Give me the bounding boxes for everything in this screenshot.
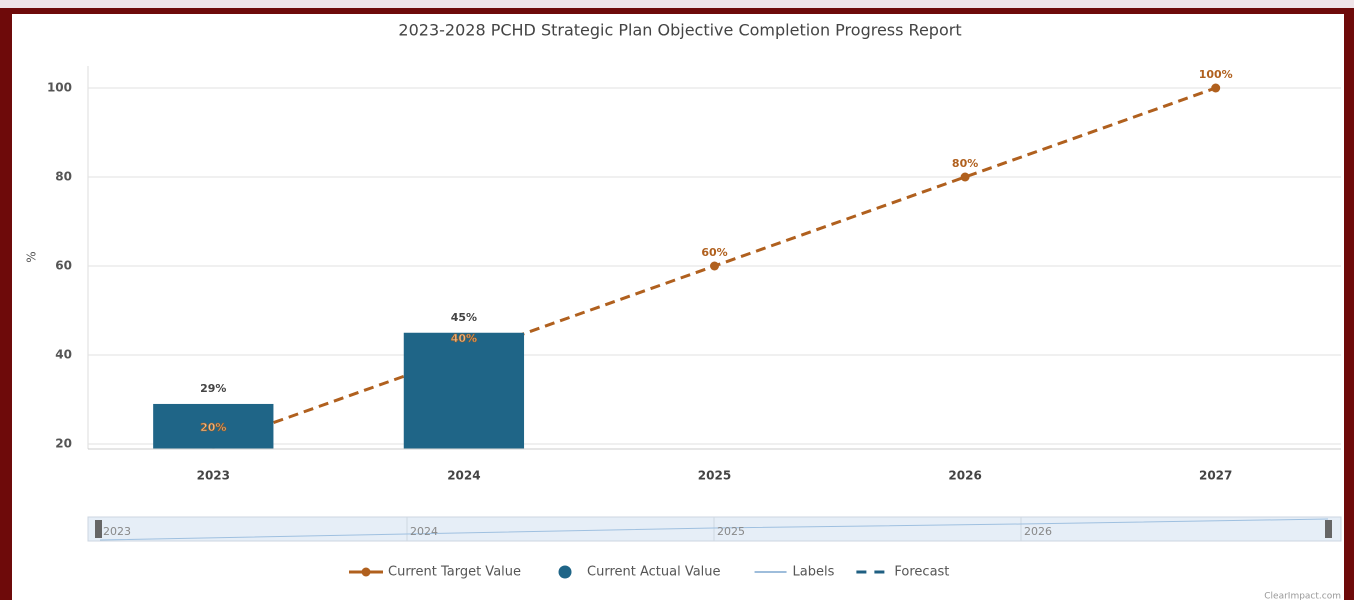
x-tick-label: 2026	[948, 469, 981, 483]
navigator-handle[interactable]	[1325, 520, 1332, 538]
navigator-label: 2026	[1024, 525, 1052, 538]
x-tick-label: 2024	[447, 469, 480, 483]
legend-label[interactable]: Current Actual Value	[587, 565, 721, 580]
y-axis-label: %	[25, 251, 39, 262]
legend-label[interactable]: Labels	[793, 565, 835, 580]
target-point	[1211, 83, 1221, 93]
navigator-label: 2025	[717, 525, 745, 538]
y-tick-label: 20	[55, 437, 72, 451]
bar-value-label: 45%	[451, 311, 477, 324]
legend-label[interactable]: Forecast	[894, 565, 949, 580]
navigator-label: 2023	[103, 525, 131, 538]
y-tick-label: 80	[55, 170, 72, 184]
x-tick-label: 2027	[1199, 469, 1232, 483]
target-point	[960, 172, 970, 182]
chart-title: 2023-2028 PCHD Strategic Plan Objective …	[398, 21, 961, 40]
y-tick-label: 40	[55, 348, 72, 362]
bar	[403, 332, 525, 449]
navigator-handle[interactable]	[95, 520, 102, 538]
top-strip	[0, 0, 1354, 8]
navigator-label: 2024	[410, 525, 438, 538]
y-tick-label: 60	[55, 259, 72, 273]
target-value-label: 100%	[1199, 68, 1233, 81]
legend-label[interactable]: Current Target Value	[388, 565, 521, 580]
x-tick-label: 2025	[698, 469, 731, 483]
bar-value-label: 29%	[200, 382, 226, 395]
target-value-label: 80%	[952, 157, 978, 170]
panel	[12, 14, 1344, 600]
y-tick-label: 100	[47, 81, 72, 95]
target-value-label: 20%	[200, 421, 226, 434]
target-point	[710, 261, 719, 271]
x-tick-label: 2023	[197, 469, 230, 483]
target-value-label: 40%	[451, 332, 477, 345]
bar	[153, 403, 274, 449]
navigator-series	[99, 518, 1329, 541]
legend-swatch	[558, 565, 572, 579]
target-value-label: 60%	[701, 246, 727, 259]
legend-swatch	[361, 567, 371, 577]
credit: ClearImpact.com	[1264, 592, 1341, 600]
